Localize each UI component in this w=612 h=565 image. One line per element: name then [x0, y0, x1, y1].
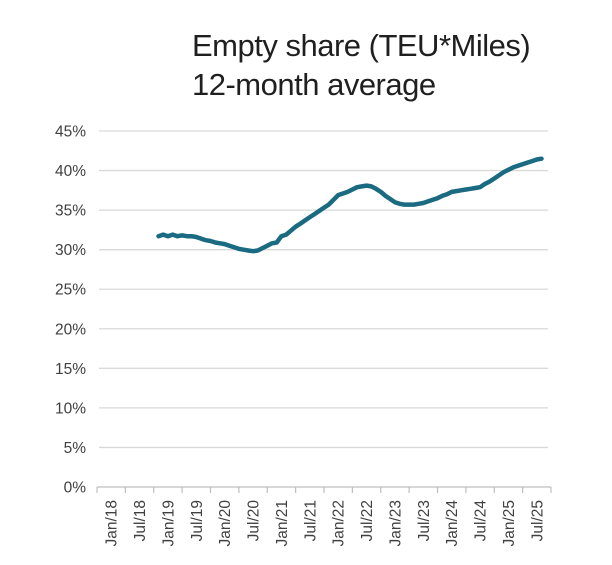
x-tick-label: Jan/20: [217, 500, 234, 547]
x-tick-label: Jul/19: [189, 500, 206, 541]
y-tick-label: 20%: [55, 321, 86, 338]
y-tick-label: 45%: [55, 124, 86, 141]
y-tick-label: 5%: [64, 440, 87, 457]
x-tick-label: Jan/25: [501, 500, 518, 547]
y-tick-label: 40%: [55, 163, 86, 180]
x-tick-label: Jan/21: [274, 500, 291, 547]
x-tick-label: Jan/18: [104, 500, 121, 547]
y-tick-label: 15%: [55, 361, 86, 378]
x-tick-label: Jul/22: [359, 500, 376, 541]
x-tick-label: Jul/24: [473, 500, 490, 542]
x-tick-label: Jan/19: [160, 500, 177, 547]
chart-title-line2: 12-month average: [192, 67, 436, 102]
chart-title-line1: Empty share (TEU*Miles): [192, 28, 531, 63]
empty-share-line: [156, 156, 544, 254]
y-tick-label: 30%: [55, 242, 86, 259]
x-tick-label: Jan/24: [444, 500, 461, 547]
x-tick-label: Jul/25: [529, 500, 546, 541]
x-tick-label: Jul/18: [132, 500, 149, 541]
y-tick-label: 10%: [55, 400, 86, 417]
y-tick-label: 25%: [55, 282, 86, 299]
chart-title: Empty share (TEU*Miles) 12-month average: [192, 26, 531, 104]
x-tick-label: Jul/21: [302, 500, 319, 541]
x-tick-label: Jan/22: [331, 500, 348, 547]
y-tick-label: 35%: [55, 203, 86, 220]
x-tick-label: Jul/20: [246, 500, 263, 542]
x-tick-label: Jul/23: [416, 500, 433, 541]
x-tick-label: Jan/23: [387, 500, 404, 547]
y-tick-label: 0%: [64, 480, 87, 497]
